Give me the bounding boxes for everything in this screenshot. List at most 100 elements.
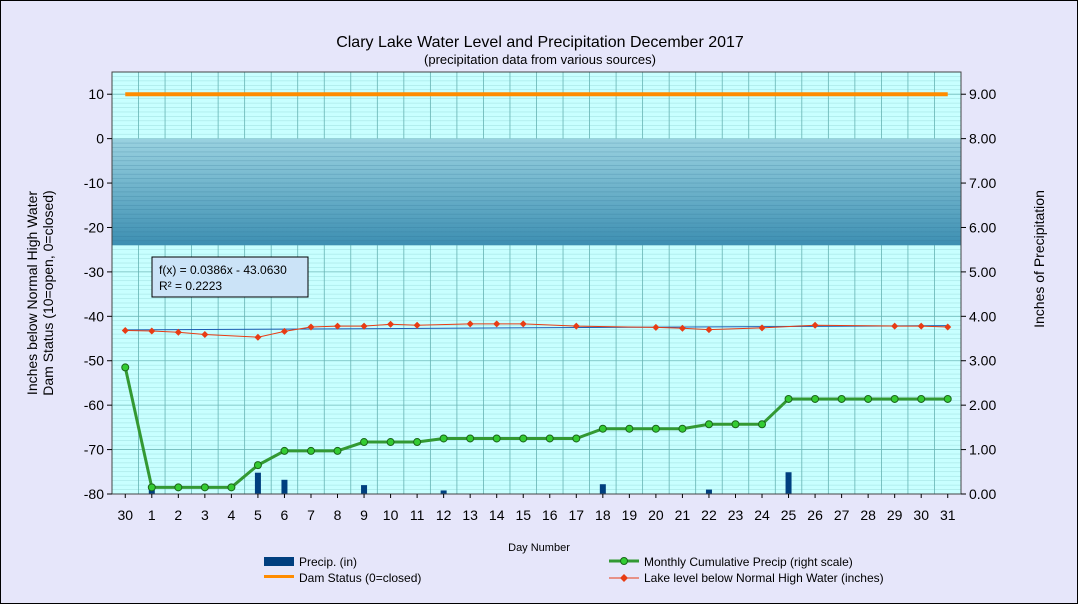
lake-level-point bbox=[334, 322, 342, 330]
bar-precip bbox=[440, 490, 447, 494]
cumulative-precip-point bbox=[147, 483, 156, 492]
y-left-tick-label: -30 bbox=[84, 264, 104, 280]
y-right-tick-label: 7.00 bbox=[969, 175, 996, 191]
cumulative-precip-point bbox=[678, 424, 687, 433]
y-right-tick-label: 6.00 bbox=[969, 219, 996, 235]
cumulative-precip-point bbox=[121, 363, 130, 372]
lake-level-point bbox=[572, 322, 580, 330]
bar-precip bbox=[705, 489, 712, 494]
x-tick-label: 25 bbox=[781, 507, 797, 523]
cumulative-precip-point bbox=[864, 394, 873, 403]
y-left-tick-label: -60 bbox=[84, 397, 104, 413]
trendline bbox=[125, 325, 948, 331]
y-right-tick-label: 1.00 bbox=[969, 442, 996, 458]
y-left-tick-label: 10 bbox=[88, 86, 104, 102]
x-tick-label: 24 bbox=[754, 507, 770, 523]
cumulative-precip-point bbox=[360, 438, 369, 447]
cumulative-precip-point bbox=[572, 434, 581, 443]
cumulative-precip-point bbox=[306, 446, 315, 455]
trendline-equation-box: f(x) = 0.0386x - 43.0630 R² = 0.2223 bbox=[151, 256, 309, 298]
y-right-tick-label: 2.00 bbox=[969, 397, 996, 413]
y-right-tick-label: 5.00 bbox=[969, 264, 996, 280]
x-tick-label: 28 bbox=[860, 507, 876, 523]
x-tick-label: 9 bbox=[360, 507, 368, 523]
cumulative-precip-point bbox=[943, 394, 952, 403]
y-right-tick-label: 3.00 bbox=[969, 353, 996, 369]
x-tick-label: 18 bbox=[595, 507, 611, 523]
bar-precip bbox=[785, 472, 792, 494]
cumulative-precip-point bbox=[598, 424, 607, 433]
trendline-equation: f(x) = 0.0386x - 43.0630 bbox=[159, 263, 287, 277]
lake-level-point bbox=[413, 321, 421, 329]
cumulative-precip-point bbox=[253, 461, 262, 470]
y-axis-right-label: Inches of Precipitation bbox=[1031, 190, 1047, 328]
y-left-tick-label: -10 bbox=[84, 175, 104, 191]
cumulative-precip-point bbox=[386, 438, 395, 447]
cumulative-precip-point bbox=[651, 424, 660, 433]
x-tick-label: 3 bbox=[201, 507, 209, 523]
x-tick-label: 6 bbox=[281, 507, 289, 523]
cumulative-precip-point bbox=[731, 420, 740, 429]
y-axis-left-label-line1: Inches below Normal High Water bbox=[24, 191, 40, 395]
x-axis-label: Day Number bbox=[508, 542, 570, 554]
bar-precip bbox=[281, 479, 288, 494]
lake-level-point bbox=[493, 320, 501, 328]
lake-level-point bbox=[148, 327, 156, 335]
lake-level-point bbox=[254, 333, 262, 341]
cumulative-precip-point bbox=[200, 483, 209, 492]
bar-precip bbox=[361, 485, 368, 494]
cumulative-precip-point bbox=[917, 394, 926, 403]
lake-level-point bbox=[201, 331, 209, 339]
x-tick-label: 23 bbox=[728, 507, 744, 523]
cumulative-precip-point bbox=[811, 394, 820, 403]
x-tick-label: 2 bbox=[174, 507, 182, 523]
y-left-tick-label: -80 bbox=[84, 486, 104, 502]
cumulative-precip-point bbox=[439, 434, 448, 443]
x-tick-label: 11 bbox=[410, 507, 425, 523]
x-tick-label: 15 bbox=[515, 507, 531, 523]
y-axis-left-label-line2: Dam Status (10=open, 0=closed) bbox=[40, 190, 56, 395]
cumulative-precip-point bbox=[758, 420, 767, 429]
x-tick-label: 19 bbox=[622, 507, 638, 523]
cumulative-precip-point bbox=[890, 394, 899, 403]
lake-level-point bbox=[678, 324, 686, 332]
x-tick-label: 22 bbox=[701, 507, 717, 523]
cumulative-precip-point bbox=[174, 483, 183, 492]
lake-level-point bbox=[121, 327, 129, 335]
x-tick-label: 20 bbox=[648, 507, 664, 523]
legend: Precip. (in) Dam Status (0=closed) Month… bbox=[264, 555, 884, 585]
y-right-tick-label: 4.00 bbox=[969, 308, 996, 324]
legend-label-lake: Lake level below Normal High Water (inch… bbox=[644, 571, 884, 585]
lake-level-point bbox=[917, 322, 925, 330]
x-tick-label: 17 bbox=[569, 507, 585, 523]
chart-title: Clary Lake Water Level and Precipitation… bbox=[336, 34, 744, 51]
y-left-tick-label: -40 bbox=[84, 308, 104, 324]
plot-border bbox=[111, 71, 962, 495]
x-tick-label: 16 bbox=[542, 507, 558, 523]
lake-level-point bbox=[705, 326, 713, 334]
x-tick-label: 8 bbox=[334, 507, 342, 523]
lake-level-point bbox=[758, 324, 766, 332]
x-tick-label: 31 bbox=[940, 507, 956, 523]
lake-level-point bbox=[280, 327, 288, 335]
lake-level-point bbox=[387, 320, 395, 328]
cumulative-precip-point bbox=[837, 394, 846, 403]
x-tick-label: 7 bbox=[307, 507, 315, 523]
legend-swatch-dam bbox=[264, 575, 294, 578]
x-tick-label: 5 bbox=[254, 507, 262, 523]
y-right-tick-label: 0.00 bbox=[969, 486, 996, 502]
lake-level-point bbox=[811, 321, 819, 329]
trendline-r-squared: R² = 0.2223 bbox=[159, 279, 222, 293]
x-tick-label: 1 bbox=[148, 507, 156, 523]
x-tick-label: 13 bbox=[462, 507, 478, 523]
cumulative-precip-point bbox=[227, 483, 236, 492]
cumulative-precip-point bbox=[704, 420, 713, 429]
cumulative-precip-point bbox=[333, 446, 342, 455]
x-tick-label: 26 bbox=[807, 507, 823, 523]
lake-level-point bbox=[360, 322, 368, 330]
lake-level-point bbox=[891, 322, 899, 330]
lake-level-point bbox=[307, 323, 315, 331]
lake-level-point bbox=[174, 328, 182, 336]
